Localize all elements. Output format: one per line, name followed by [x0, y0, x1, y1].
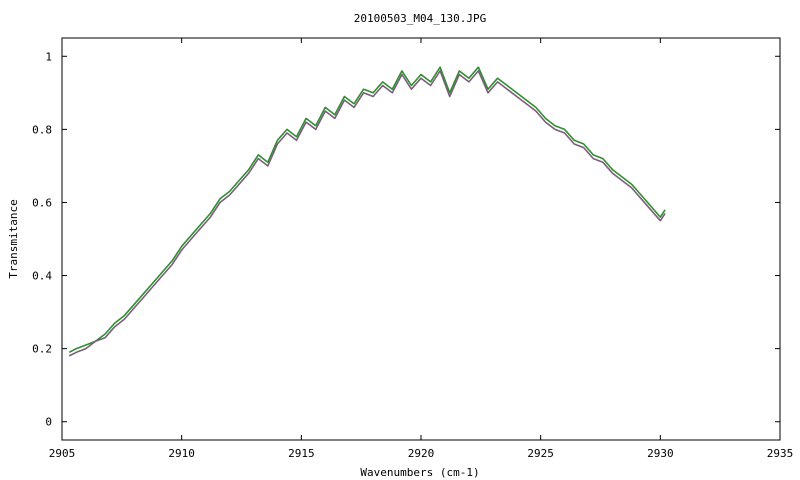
x-axis-label: Wavenumbers (cm-1): [360, 466, 479, 479]
y-tick-label: 0.6: [32, 196, 52, 209]
x-tick-label: 2925: [527, 447, 554, 460]
x-tick-label: 2930: [647, 447, 674, 460]
chart-title: 20100503_M04_130.JPG: [354, 12, 486, 25]
series-line-1: [68, 66, 666, 354]
x-tick-label: 2910: [168, 447, 195, 460]
plot-frame: [61, 37, 781, 441]
x-tick-label: 2935: [767, 447, 794, 460]
y-axis-label: Transmitance: [7, 199, 20, 278]
y-tick-label: 0.8: [32, 123, 52, 136]
y-tick-label: 0.2: [32, 343, 52, 356]
x-tick-label: 2920: [408, 447, 435, 460]
x-tick-label: 2905: [49, 447, 76, 460]
y-tick-label: 0: [45, 416, 52, 429]
x-axis: 2905 2910 2915 2920 2925 2930 2935: [49, 38, 794, 460]
y-tick-label: 0.4: [32, 270, 52, 283]
plot-area: [68, 66, 666, 357]
y-axis: 0 0.2 0.4 0.6 0.8 1: [32, 50, 780, 429]
series-line-2: [68, 70, 666, 357]
x-tick-label: 2915: [288, 447, 315, 460]
y-tick-label: 1: [45, 50, 52, 63]
